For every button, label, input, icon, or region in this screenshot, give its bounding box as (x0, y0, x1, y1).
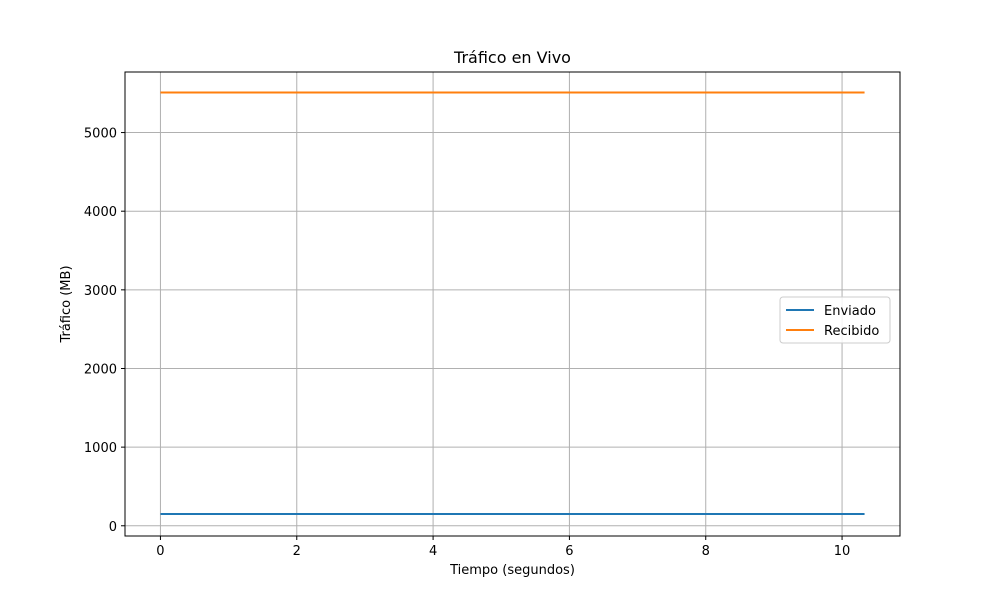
legend: Enviado Recibido (779, 296, 891, 344)
y-tick-label: 1000 (84, 441, 117, 456)
axis-ticks: 0 2 4 6 8 10 0 1000 2000 3000 4000 5000 (84, 127, 850, 559)
y-tick-label: 0 (109, 520, 117, 535)
y-tick-label: 4000 (84, 205, 117, 220)
x-axis-label: Tiempo (segundos) (449, 563, 575, 578)
plot-area-frame (124, 71, 901, 537)
y-tick-label: 2000 (84, 362, 117, 377)
legend-label: Recibido (824, 324, 879, 339)
x-tick-label: 8 (702, 544, 710, 559)
x-tick-label: 6 (565, 544, 573, 559)
series-lines (160, 91, 865, 515)
y-tick-label: 5000 (84, 127, 117, 142)
x-tick-label: 0 (156, 544, 164, 559)
legend-label: Enviado (824, 304, 876, 319)
y-tick-label: 3000 (84, 284, 117, 299)
y-axis-label: Tráfico (MB) (59, 265, 74, 343)
x-tick-label: 4 (429, 544, 437, 559)
x-tick-label: 2 (293, 544, 301, 559)
legend-box (779, 296, 891, 344)
x-tick-label: 10 (834, 544, 851, 559)
chart-title: Tráfico en Vivo (453, 48, 571, 67)
